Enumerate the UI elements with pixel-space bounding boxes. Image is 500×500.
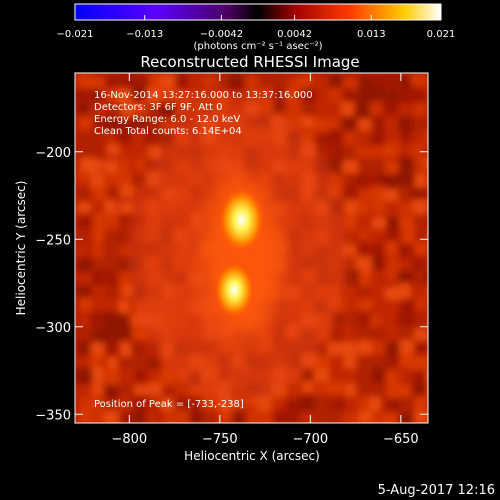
heatmap-image — [75, 73, 428, 423]
colorbar-tick-label: −0.0042 — [200, 29, 243, 40]
x-tick-label: −800 — [111, 432, 147, 447]
chart-title: Reconstructed RHESSI Image — [140, 53, 359, 71]
y-tick-label: −350 — [35, 408, 71, 423]
y-axis-label: Heliocentric Y (arcsec) — [14, 181, 28, 316]
x-axis-label: Heliocentric X (arcsec) — [184, 449, 320, 463]
annotation-line: 16-Nov-2014 13:27:16.000 to 13:37:16.000 — [94, 90, 313, 101]
colorbar-tick-label: 0.021 — [427, 29, 456, 40]
y-tick-label: −300 — [35, 321, 71, 336]
colorbar-unit-label: (photons cm⁻² s⁻¹ asec⁻²) — [193, 41, 322, 52]
x-tick-label: −750 — [202, 432, 238, 447]
annotation-line: Detectors: 3F 6F 9F, Att 0 — [94, 102, 222, 113]
colorbar — [74, 3, 442, 21]
annotation-line: Clean Total counts: 6.14E+04 — [94, 126, 242, 137]
y-axis-ticks: −200 −250 −300 −350 — [35, 146, 428, 423]
peak-position-annotation: Position of Peak = [-733,-238] — [94, 399, 244, 410]
emission-source — [217, 186, 266, 254]
plot-frame — [74, 72, 429, 424]
annotation-line: Energy Range: 6.0 - 12.0 keV — [94, 114, 240, 125]
x-tick-label: −700 — [292, 432, 328, 447]
colorbar-tick-label: −0.021 — [56, 29, 93, 40]
colorbar-tick-label: 0.0042 — [277, 29, 312, 40]
x-tick-label: −650 — [383, 432, 419, 447]
annotations: 16-Nov-2014 13:27:16.000 to 13:37:16.000… — [94, 90, 313, 410]
colorbar-tick-label: −0.013 — [126, 29, 163, 40]
colorbar-ticks: −0.021 −0.013 −0.0042 0.0042 0.013 0.021 — [56, 15, 455, 40]
x-axis-ticks: −800 −750 −700 −650 — [111, 73, 419, 447]
footer-date: 5-Aug-2017 12:16 — [378, 483, 495, 498]
y-tick-label: −200 — [35, 146, 71, 161]
emission-source — [213, 260, 256, 320]
colorbar-tick-label: 0.013 — [357, 29, 386, 40]
y-tick-label: −250 — [35, 233, 71, 248]
